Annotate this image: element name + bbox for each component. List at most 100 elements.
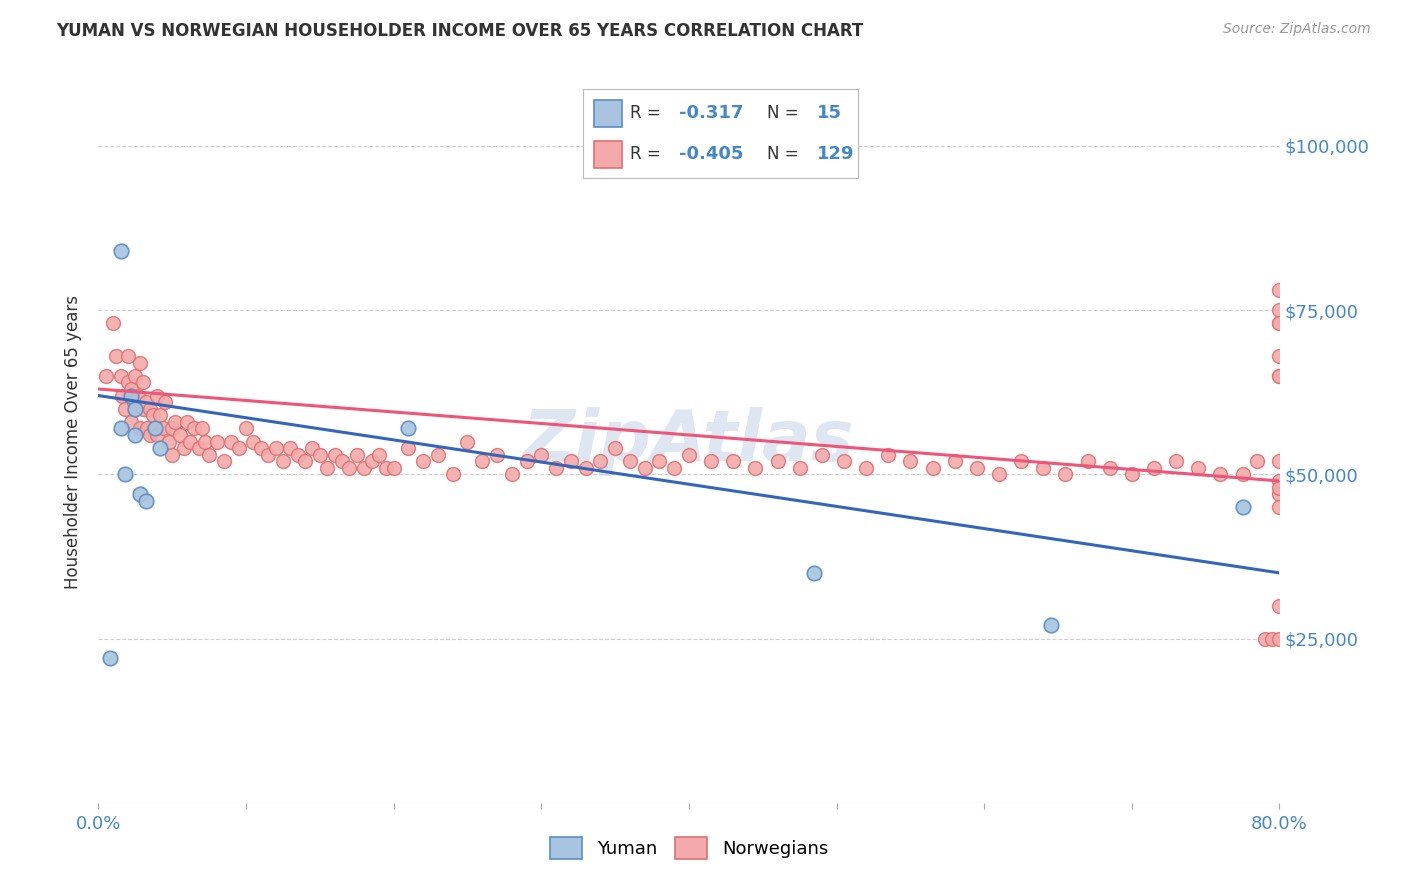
Point: [132, 401, 155, 416]
Point: [136, 421, 159, 435]
Point: [143, 421, 166, 435]
Point: [1268, 316, 1291, 330]
Point: [368, 448, 391, 462]
FancyBboxPatch shape: [595, 141, 621, 168]
Point: [398, 421, 420, 435]
Point: [634, 460, 657, 475]
Point: [1032, 460, 1054, 475]
Point: [766, 454, 789, 468]
Point: [162, 421, 183, 435]
Text: R =: R =: [630, 145, 666, 163]
Point: [966, 460, 988, 475]
Point: [117, 376, 139, 390]
Point: [143, 421, 166, 435]
Point: [1077, 454, 1099, 468]
Point: [700, 454, 723, 468]
Point: [316, 460, 339, 475]
Point: [1232, 467, 1254, 482]
Point: [1268, 487, 1291, 501]
Point: [441, 467, 464, 482]
Point: [1054, 467, 1077, 482]
FancyBboxPatch shape: [595, 100, 621, 127]
Point: [1268, 474, 1291, 488]
Point: [142, 409, 165, 423]
Point: [294, 454, 316, 468]
Point: [471, 454, 494, 468]
Text: N =: N =: [768, 145, 804, 163]
Point: [619, 454, 641, 468]
Point: [1268, 303, 1291, 318]
Point: [124, 401, 146, 416]
Point: [242, 434, 264, 449]
Point: [382, 460, 405, 475]
Point: [1254, 632, 1277, 646]
Point: [877, 448, 900, 462]
Point: [1261, 632, 1284, 646]
Point: [360, 454, 382, 468]
Point: [271, 454, 294, 468]
Point: [900, 454, 922, 468]
Text: 15: 15: [817, 104, 842, 122]
Point: [575, 460, 598, 475]
Point: [162, 448, 183, 462]
Point: [723, 454, 745, 468]
Point: [94, 368, 117, 383]
Point: [132, 376, 155, 390]
Point: [1268, 368, 1291, 383]
Point: [323, 448, 346, 462]
Point: [457, 434, 479, 449]
Point: [353, 460, 375, 475]
Point: [169, 428, 191, 442]
Point: [988, 467, 1011, 482]
Point: [114, 467, 136, 482]
Point: [264, 441, 287, 455]
Point: [122, 395, 145, 409]
Text: YUMAN VS NORWEGIAN HOUSEHOLDER INCOME OVER 65 YEARS CORRELATION CHART: YUMAN VS NORWEGIAN HOUSEHOLDER INCOME OV…: [56, 22, 863, 40]
Point: [375, 460, 398, 475]
Point: [1039, 618, 1062, 632]
Point: [412, 454, 434, 468]
Point: [516, 454, 538, 468]
Point: [153, 395, 176, 409]
Point: [135, 395, 157, 409]
Point: [183, 421, 205, 435]
Point: [128, 421, 150, 435]
Point: [1098, 460, 1121, 475]
Point: [1121, 467, 1143, 482]
Point: [128, 487, 150, 501]
Point: [235, 421, 257, 435]
Point: [560, 454, 582, 468]
Point: [176, 415, 198, 429]
Point: [501, 467, 523, 482]
Point: [1187, 460, 1209, 475]
Text: 129: 129: [817, 145, 853, 163]
Point: [250, 441, 273, 455]
Point: [165, 415, 187, 429]
Point: [198, 448, 221, 462]
Point: [114, 401, 136, 416]
Text: ZipAtlas: ZipAtlas: [523, 407, 855, 476]
Point: [179, 434, 201, 449]
Point: [346, 448, 368, 462]
Point: [105, 349, 128, 363]
Point: [427, 448, 450, 462]
Point: [110, 368, 132, 383]
Text: N =: N =: [768, 104, 804, 122]
Point: [111, 388, 134, 402]
Point: [280, 441, 302, 455]
Point: [1246, 454, 1268, 468]
Text: Source: ZipAtlas.com: Source: ZipAtlas.com: [1223, 22, 1371, 37]
Point: [152, 421, 174, 435]
Point: [287, 448, 309, 462]
Legend: Yuman, Norwegians: Yuman, Norwegians: [543, 830, 835, 866]
Point: [1209, 467, 1232, 482]
Point: [1143, 460, 1166, 475]
Point: [257, 448, 280, 462]
Point: [157, 434, 180, 449]
Text: R =: R =: [630, 104, 666, 122]
Point: [173, 441, 195, 455]
Point: [1268, 481, 1291, 495]
Point: [546, 460, 568, 475]
Point: [810, 448, 832, 462]
Point: [205, 434, 228, 449]
